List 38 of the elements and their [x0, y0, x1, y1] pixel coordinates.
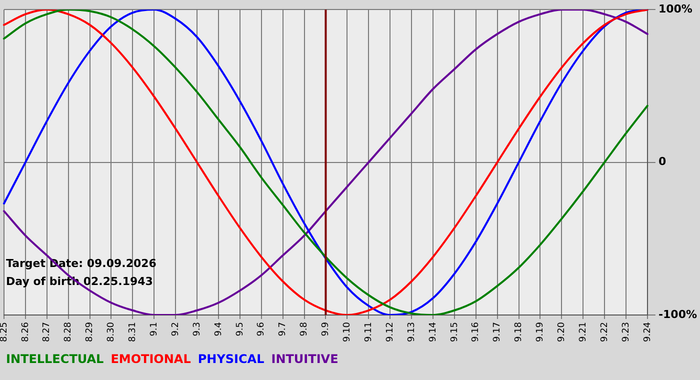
- x-tick-label: 9.3: [192, 322, 202, 336]
- x-tick-label: 9.7: [278, 322, 288, 336]
- x-tick-label: 9.8: [300, 322, 310, 336]
- x-tick-label: 8.27: [42, 322, 52, 342]
- x-tick-label: 9.21: [578, 322, 588, 342]
- x-tick-label: 9.24: [642, 322, 653, 342]
- text: INTELLECTUAL: [6, 352, 104, 366]
- x-tick-label: 9.6: [256, 322, 267, 336]
- x-tick-label: 9.2: [170, 322, 181, 336]
- x-tick-label: 9.16: [471, 322, 482, 342]
- x-tick-label: 8.31: [128, 322, 138, 342]
- x-tick-label: 9.19: [536, 322, 546, 342]
- x-tick-label: 9.9: [321, 322, 332, 336]
- x-tick-label: 9.17: [492, 322, 503, 342]
- x-tick-label: 9.4: [214, 322, 224, 336]
- text: PHYSICAL: [198, 352, 264, 366]
- y-tick-label: 0: [658, 155, 666, 168]
- x-tick-label: 9.10: [342, 322, 353, 342]
- x-tick-label: 9.18: [514, 322, 524, 342]
- y-tick-label: -100%: [658, 308, 698, 321]
- x-tick-label: 9.23: [621, 322, 632, 342]
- y-tick-label: 100%: [658, 2, 692, 16]
- text: EMOTIONAL: [110, 352, 191, 366]
- x-tick-label: 9.15: [450, 322, 460, 342]
- x-tick-label: 8.26: [20, 322, 31, 342]
- x-tick-label: 8.30: [106, 322, 117, 342]
- x-tick-label: 8.28: [64, 322, 74, 342]
- text: INTUITIVE: [271, 352, 338, 366]
- x-tick-label: 9.1: [149, 322, 160, 336]
- x-tick-label: 9.11: [364, 322, 374, 342]
- x-tick-label: 9.12: [385, 322, 396, 342]
- x-tick-label: 9.22: [600, 322, 610, 342]
- x-tick-label: 9.14: [428, 322, 438, 342]
- x-tick-label: 9.13: [406, 322, 417, 342]
- x-tick-label: 8.25: [0, 322, 10, 342]
- x-tick-label: 9.5: [235, 322, 246, 336]
- x-tick-label: 8.29: [85, 322, 96, 342]
- x-tick-label: 9.20: [557, 322, 567, 342]
